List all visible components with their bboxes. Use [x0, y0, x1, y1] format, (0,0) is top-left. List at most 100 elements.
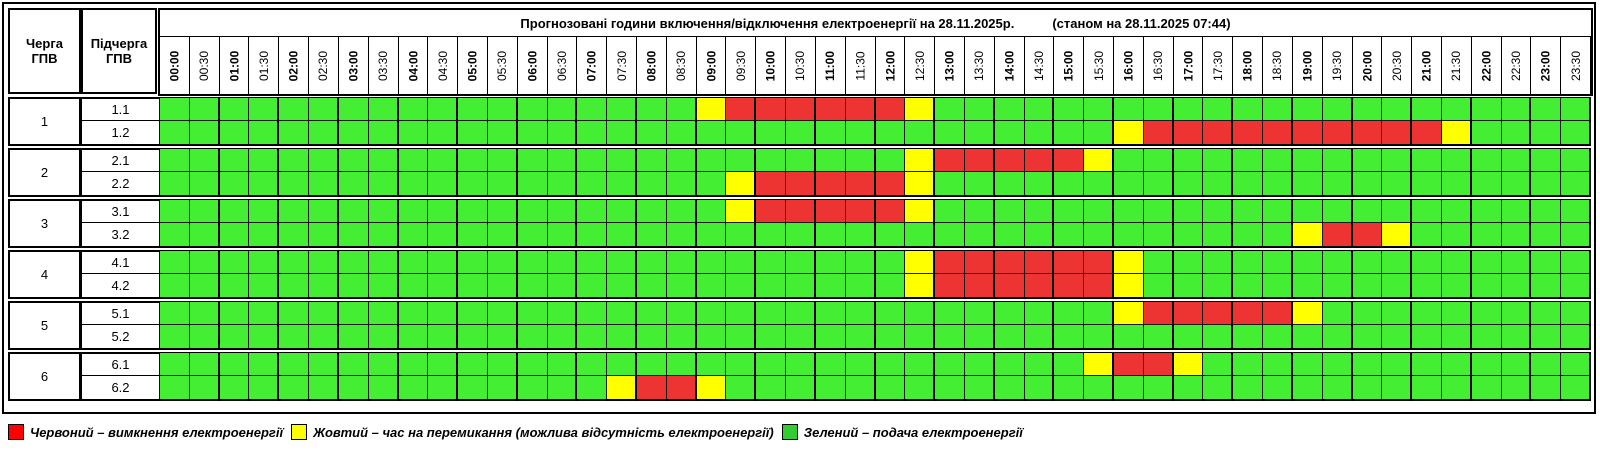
time-slot [964, 172, 995, 195]
time-slot [1531, 149, 1562, 172]
time-slot [249, 149, 280, 172]
time-slot [1412, 149, 1442, 172]
time-slot [160, 251, 190, 274]
time-slot [1412, 172, 1442, 195]
time-slot [1263, 121, 1293, 144]
time-label: 13:00 [935, 37, 965, 95]
time-slot [309, 172, 339, 195]
subqueue-header-label: Підчерга ГПВ [90, 36, 148, 66]
time-slot [279, 274, 310, 297]
time-slot [487, 325, 518, 348]
time-slot [309, 251, 339, 274]
time-slot [905, 172, 936, 195]
time-slot [1024, 149, 1055, 172]
time-slot [1441, 325, 1472, 348]
time-slot [786, 149, 816, 172]
time-slot [1233, 200, 1264, 223]
time-slot [160, 200, 190, 223]
time-slot [577, 353, 608, 376]
time-slot [637, 302, 667, 325]
time-slot [517, 223, 548, 246]
time-slot [428, 325, 459, 348]
time-slot [726, 200, 757, 223]
time-slot [786, 172, 816, 195]
time-slot [696, 353, 727, 376]
time-slot [398, 98, 429, 121]
time-slot [487, 251, 518, 274]
time-label-text: 18:00 [1240, 50, 1255, 82]
time-label-text: 03:30 [376, 50, 391, 82]
time-slot [1292, 172, 1323, 195]
time-slot [547, 302, 578, 325]
time-slot [1054, 274, 1085, 297]
time-slot [160, 149, 190, 172]
time-slot [756, 353, 787, 376]
queue-group: 4 4.1 4.2 [8, 250, 1592, 299]
time-slot [487, 200, 518, 223]
time-slot [189, 325, 220, 348]
time-slot [875, 353, 906, 376]
time-slot [249, 98, 280, 121]
time-label-text: 20:30 [1389, 50, 1404, 82]
title-text: Прогнозовані години включення/відключенн… [520, 15, 1015, 31]
time-slot [338, 274, 369, 297]
time-slot [666, 353, 697, 376]
time-slot [368, 121, 399, 144]
time-slot [1233, 353, 1264, 376]
time-slot [1352, 274, 1383, 297]
time-slot [577, 251, 608, 274]
time-slot [756, 172, 787, 195]
time-slot [756, 274, 787, 297]
time-slot [1382, 172, 1413, 195]
time-slot [1322, 353, 1353, 376]
time-slot [219, 353, 250, 376]
time-slot [547, 98, 578, 121]
time-label: 16:00 [1114, 37, 1144, 95]
time-slot [160, 223, 190, 246]
time-slot [637, 172, 667, 195]
time-slot [1322, 223, 1353, 246]
time-slot [994, 325, 1025, 348]
time-slot [517, 302, 548, 325]
time-slot [1203, 121, 1234, 144]
time-slot [875, 376, 906, 399]
time-slot [487, 121, 518, 144]
time-slot [935, 223, 965, 246]
time-label-text: 06:00 [525, 50, 540, 82]
time-slot [1143, 223, 1174, 246]
time-slot [1471, 223, 1502, 246]
time-label-text: 12:30 [912, 50, 927, 82]
time-slot [815, 172, 846, 195]
time-slot [1084, 376, 1114, 399]
time-slot [219, 223, 250, 246]
time-slot [1203, 172, 1234, 195]
time-slot [1054, 200, 1085, 223]
time-label-text: 07:30 [614, 50, 629, 82]
time-slot [815, 223, 846, 246]
time-slot [309, 376, 339, 399]
time-label: 09:00 [697, 37, 727, 95]
time-label-text: 20:00 [1359, 50, 1374, 82]
time-slot [1382, 376, 1413, 399]
legend-label: Жовтий – час на перемикання (можлива від… [313, 424, 774, 440]
time-slot [189, 353, 220, 376]
time-slot [189, 302, 220, 325]
time-slot [1471, 149, 1502, 172]
time-slot [1561, 325, 1591, 348]
time-slot [1263, 251, 1293, 274]
time-slot [1084, 172, 1114, 195]
time-label-text: 10:00 [763, 50, 778, 82]
time-slot [815, 302, 846, 325]
time-slot [160, 376, 190, 399]
time-slot [726, 121, 757, 144]
time-label: 06:30 [548, 37, 578, 95]
time-slot [964, 121, 995, 144]
time-slot [338, 251, 369, 274]
time-slot [1114, 172, 1144, 195]
time-slot [1173, 121, 1204, 144]
time-slot [398, 149, 429, 172]
time-slot [309, 274, 339, 297]
time-label: 09:30 [726, 37, 757, 95]
time-slot [1263, 172, 1293, 195]
time-slot [1024, 172, 1055, 195]
